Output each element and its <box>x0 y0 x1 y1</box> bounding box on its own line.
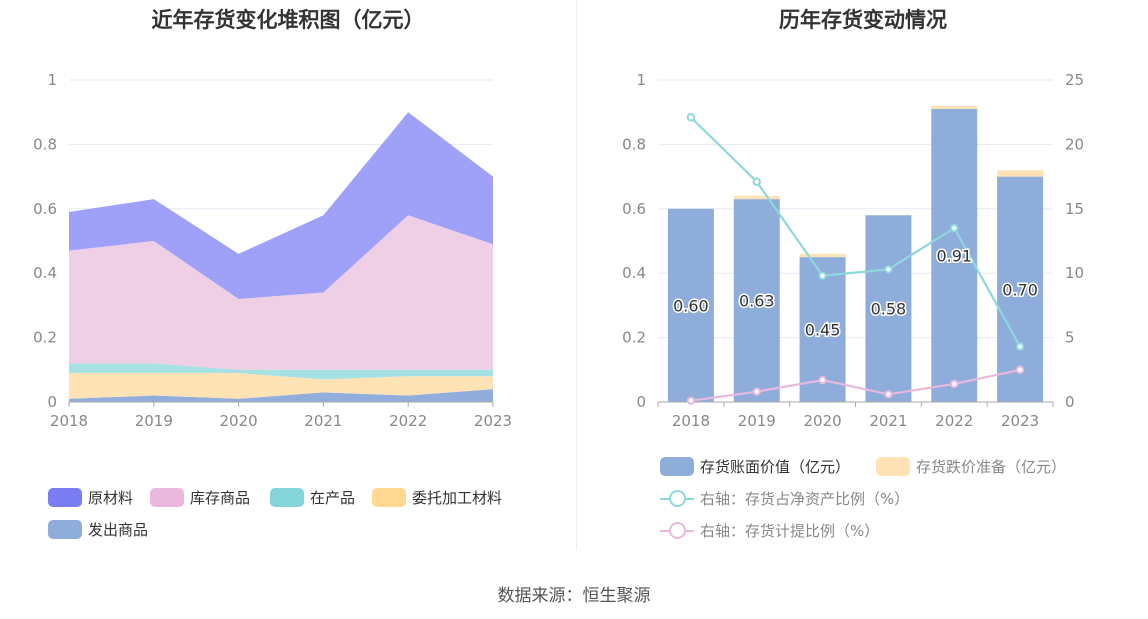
line-point <box>752 387 761 396</box>
x-tick-label: 2021 <box>869 412 907 430</box>
legend-label: 在产品 <box>310 489 356 507</box>
legend-item: 委托加工材料 <box>372 487 502 508</box>
x-tick-label: 2022 <box>389 412 427 430</box>
stacked-area-chart-panel: 近年存货变化堆积图（亿元） 0 0.2 0.4 0.6 0.8 1 2018 2019 2020… <box>0 0 576 550</box>
legend-swatch <box>150 488 184 507</box>
y2-tick-label: 20 <box>1065 135 1084 153</box>
legend-circle-icon <box>669 522 686 539</box>
y-tick-label: 1 <box>636 71 646 89</box>
line-point <box>1015 342 1025 351</box>
bar-1 <box>865 215 912 402</box>
bar-value-label: 0.60 <box>673 296 709 315</box>
bar-1 <box>997 176 1044 402</box>
area-4 <box>69 215 493 370</box>
y-tick-label: 0.4 <box>33 264 57 282</box>
legend-line-swatch <box>660 489 694 508</box>
line-point <box>686 113 696 122</box>
area-5 <box>69 112 493 299</box>
left-chart-title: 近年存货变化堆积图（亿元） <box>151 8 425 32</box>
line-point <box>818 271 827 280</box>
stacked-area-chart: 0 0.2 0.4 0.6 0.8 1 2018 2019 2020 2021 2022 2023 <box>33 71 512 430</box>
legend-label: 委托加工材料 <box>412 489 503 507</box>
bar-value-label: 0.70 <box>1002 280 1038 299</box>
legend-item: 存货账面价值（亿元） <box>660 456 850 477</box>
bar-2 <box>997 170 1044 177</box>
bar-value-label: 0.45 <box>805 321 841 340</box>
x-tick-label: 2023 <box>1001 412 1039 430</box>
bar-1 <box>667 208 714 402</box>
legend-line-swatch <box>660 521 694 540</box>
legend-label: 原材料 <box>88 489 134 507</box>
area-3 <box>69 363 493 380</box>
bar-value-label: 0.63 <box>739 292 775 311</box>
legend-label: 存货账面价值（亿元） <box>700 458 851 476</box>
line-point <box>950 379 959 389</box>
line-point <box>752 177 761 186</box>
legend-item: 右轴：存货占净资产比例（%） <box>660 488 909 509</box>
legend-item: 在产品 <box>270 487 355 508</box>
line-point <box>884 390 893 399</box>
legend-item: 库存商品 <box>150 487 250 508</box>
y-tick-label: 0.2 <box>33 329 57 347</box>
legend-label: 发出商品 <box>88 521 149 539</box>
y2-tick-label: 15 <box>1065 200 1084 218</box>
area-2 <box>69 373 493 399</box>
x-tick-label: 2021 <box>304 412 342 430</box>
legend-label: 库存商品 <box>190 489 251 507</box>
legend-label: 右轴：存货计提比例（%） <box>700 522 880 540</box>
bar-value-label: 0.58 <box>871 300 907 319</box>
legend-item: 原材料 <box>48 487 133 508</box>
y-tick-label: 0.4 <box>622 264 646 282</box>
x-tick-label: 2019 <box>738 412 776 430</box>
legend-swatch <box>372 488 406 507</box>
bar-2 <box>799 253 846 258</box>
legend-circle-icon <box>669 490 686 507</box>
line-point <box>884 265 893 274</box>
y2-tick-label: 0 <box>1065 393 1075 411</box>
legend-swatch <box>270 488 304 507</box>
legend-label: 右轴：存货占净资产比例（%） <box>700 490 910 508</box>
legend-label: 存货跌价准备（亿元） <box>916 458 1067 476</box>
bar-value-label: 0.91 <box>936 246 972 265</box>
legend-item: 存货跌价准备（亿元） <box>876 456 1066 477</box>
x-tick-label: 2023 <box>474 412 512 430</box>
series-line-1 <box>690 116 1022 348</box>
data-source-note: 数据来源：恒生聚源 <box>497 586 651 606</box>
y-tick-label: 0 <box>636 393 646 411</box>
legend-item: 发出商品 <box>48 519 148 540</box>
bar-2 <box>733 195 780 200</box>
y-tick-label: 0.6 <box>33 200 57 218</box>
bar-1 <box>733 199 780 402</box>
inventory-bar-chart-panel: 历年存货变动情况 0 0.2 0.4 0.6 0.8 1 0 5 10 15 20 25 2018 201… <box>578 0 1148 550</box>
x-tick-label: 2018 <box>50 412 88 430</box>
legend-item: 右轴：存货计提比例（%） <box>660 520 879 541</box>
line-point <box>1015 365 1025 374</box>
y-tick-label: 0.6 <box>622 200 646 218</box>
legend-swatch <box>876 457 910 476</box>
panel-divider <box>576 0 577 550</box>
series-line-2 <box>690 368 1021 402</box>
y-tick-label: 0.8 <box>33 135 57 153</box>
y2-tick-label: 10 <box>1065 264 1084 282</box>
y2-tick-label: 5 <box>1065 329 1075 347</box>
bar-2 <box>931 105 978 109</box>
y-tick-label: 1 <box>47 71 57 89</box>
y2-tick-label: 25 <box>1065 71 1084 89</box>
y-tick-label: 0.2 <box>622 329 646 347</box>
x-tick-label: 2020 <box>220 412 258 430</box>
legend-swatch <box>48 520 82 539</box>
line-point <box>818 375 827 385</box>
y-tick-label: 0 <box>47 393 57 411</box>
line-point <box>950 223 959 233</box>
y-tick-label: 0.8 <box>622 135 646 153</box>
right-chart-title: 历年存货变动情况 <box>779 8 947 32</box>
x-tick-label: 2020 <box>803 412 841 430</box>
legend-swatch <box>660 457 694 476</box>
x-tick-label: 2019 <box>135 412 173 430</box>
x-tick-label: 2018 <box>672 412 710 430</box>
x-tick-label: 2022 <box>935 412 973 430</box>
legend-swatch <box>48 488 82 507</box>
line-point <box>686 396 696 405</box>
